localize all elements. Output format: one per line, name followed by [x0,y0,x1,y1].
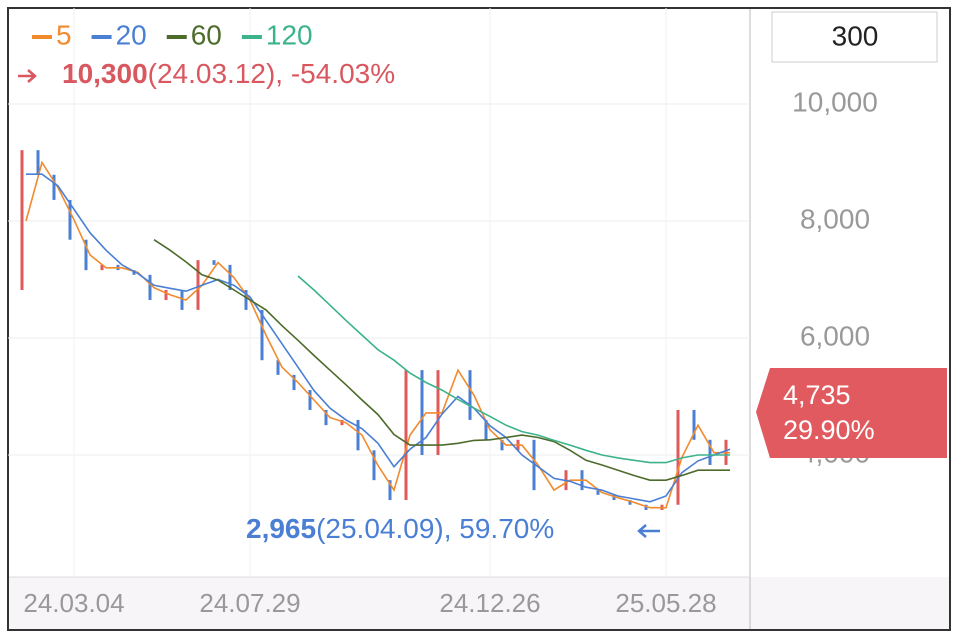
plot [8,8,750,577]
y-tick-label: 8,000 [800,203,870,234]
current-tag [756,368,947,459]
legend-label: 120 [266,19,313,50]
low-value: 2,965 [246,513,316,544]
high-annotation: 10,300(24.03.12), -54.03% [62,58,395,89]
legend-label: 5 [56,19,72,50]
x-tick-label: 24.07.29 [199,588,300,618]
legend-label: 20 [116,19,147,50]
high-value: 10,300 [62,58,148,89]
period-button[interactable]: 300 [771,11,938,63]
ma-line [297,275,730,464]
x-tick-label: 25.05.28 [615,588,716,618]
current-price: 4,735 [783,380,851,410]
ma-line [25,160,730,509]
frame [7,7,951,631]
low-arrow [637,524,660,538]
x-tick-label: 24.03.04 [23,588,124,618]
x-tick-label: 24.12.26 [439,588,540,618]
y-tick-label: 6,000 [800,320,870,351]
y-tick-label: 10,000 [792,86,878,117]
period-label[interactable]: 300 [832,20,879,51]
legend-label: 60 [191,19,222,50]
low-detail: (25.04.09), 59.70% [316,513,554,544]
high-detail: (24.03.12), -54.03% [148,58,396,89]
ma-line [26,173,731,503]
current-change: 29.90% [783,415,875,445]
period-box[interactable] [771,11,938,63]
corner-band [750,577,950,629]
x-axis-band [8,577,750,629]
ma-line [153,239,730,481]
high-arrow [18,69,37,83]
low-annotation: 2,965(25.04.09), 59.70% [246,513,554,544]
